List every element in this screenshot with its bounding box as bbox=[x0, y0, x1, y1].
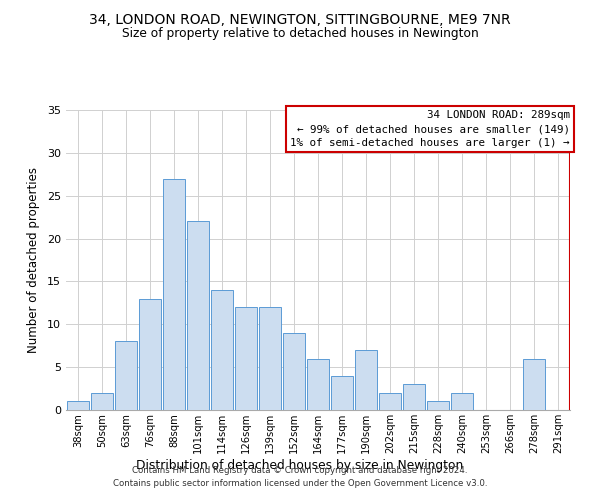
Bar bbox=[331, 376, 353, 410]
Bar bbox=[211, 290, 233, 410]
Bar bbox=[379, 393, 401, 410]
Bar bbox=[187, 222, 209, 410]
Text: Distribution of detached houses by size in Newington: Distribution of detached houses by size … bbox=[136, 458, 464, 471]
Text: Contains HM Land Registry data © Crown copyright and database right 2024.
Contai: Contains HM Land Registry data © Crown c… bbox=[113, 466, 487, 487]
Bar bbox=[67, 402, 89, 410]
Bar bbox=[139, 298, 161, 410]
Bar bbox=[355, 350, 377, 410]
Text: 34 LONDON ROAD: 289sqm
← 99% of detached houses are smaller (149)
1% of semi-det: 34 LONDON ROAD: 289sqm ← 99% of detached… bbox=[290, 110, 570, 148]
Bar bbox=[283, 333, 305, 410]
Bar bbox=[163, 178, 185, 410]
Bar bbox=[451, 393, 473, 410]
Bar bbox=[259, 307, 281, 410]
Bar bbox=[307, 358, 329, 410]
Text: Size of property relative to detached houses in Newington: Size of property relative to detached ho… bbox=[122, 28, 478, 40]
Bar bbox=[403, 384, 425, 410]
Y-axis label: Number of detached properties: Number of detached properties bbox=[27, 167, 40, 353]
Bar bbox=[427, 402, 449, 410]
Bar bbox=[235, 307, 257, 410]
Bar bbox=[91, 393, 113, 410]
Bar bbox=[523, 358, 545, 410]
Text: 34, LONDON ROAD, NEWINGTON, SITTINGBOURNE, ME9 7NR: 34, LONDON ROAD, NEWINGTON, SITTINGBOURN… bbox=[89, 12, 511, 26]
Bar bbox=[115, 342, 137, 410]
